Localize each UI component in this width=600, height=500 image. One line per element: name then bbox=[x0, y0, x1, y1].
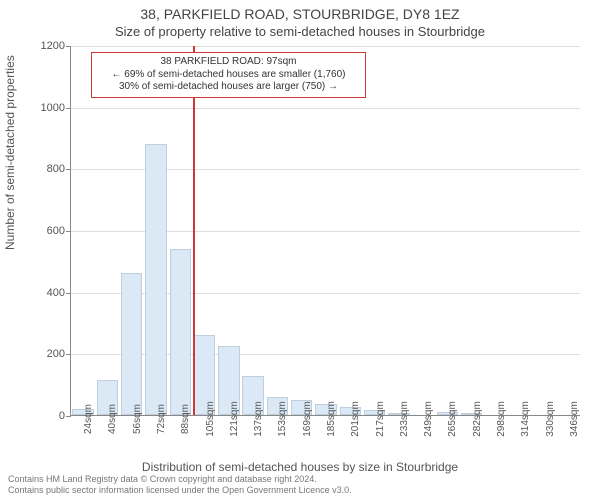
x-tick-label: 121sqm bbox=[229, 401, 240, 437]
y-tick-mark bbox=[66, 46, 71, 47]
chart-subtitle: Size of property relative to semi-detach… bbox=[0, 24, 600, 39]
x-tick-label: 314sqm bbox=[520, 401, 531, 437]
annotation-line: 38 PARKFIELD ROAD: 97sqm bbox=[96, 56, 361, 69]
y-axis-label: Number of semi-detached properties bbox=[3, 55, 17, 250]
histogram-bar bbox=[170, 249, 191, 416]
x-axis-label: Distribution of semi-detached houses by … bbox=[0, 460, 600, 474]
x-tick-label: 24sqm bbox=[83, 404, 94, 434]
x-tick-label: 330sqm bbox=[545, 401, 556, 437]
x-tick-label: 265sqm bbox=[447, 401, 458, 437]
x-tick-label: 249sqm bbox=[423, 401, 434, 437]
x-tick-label: 40sqm bbox=[107, 404, 118, 434]
x-tick-label: 88sqm bbox=[180, 404, 191, 434]
x-tick-label: 217sqm bbox=[375, 401, 386, 437]
chart-container: 38, PARKFIELD ROAD, STOURBRIDGE, DY8 1EZ… bbox=[0, 0, 600, 500]
y-tick-label: 400 bbox=[47, 287, 65, 299]
x-tick-label: 346sqm bbox=[569, 401, 580, 437]
y-tick-label: 600 bbox=[47, 225, 65, 237]
footer-attribution: Contains HM Land Registry data © Crown c… bbox=[8, 474, 352, 497]
histogram-bar bbox=[121, 273, 142, 415]
property-marker-line bbox=[193, 46, 195, 415]
y-tick-mark bbox=[66, 416, 71, 417]
x-tick-label: 233sqm bbox=[399, 401, 410, 437]
gridline bbox=[71, 108, 580, 109]
y-tick-mark bbox=[66, 169, 71, 170]
y-tick-label: 800 bbox=[47, 163, 65, 175]
x-tick-label: 105sqm bbox=[205, 401, 216, 437]
y-tick-mark bbox=[66, 354, 71, 355]
x-tick-label: 282sqm bbox=[472, 401, 483, 437]
y-tick-mark bbox=[66, 108, 71, 109]
y-tick-mark bbox=[66, 231, 71, 232]
x-tick-label: 56sqm bbox=[132, 404, 143, 434]
x-tick-label: 72sqm bbox=[156, 404, 167, 434]
y-tick-label: 1000 bbox=[41, 102, 65, 114]
gridline bbox=[71, 46, 580, 47]
footer-line-2: Contains public sector information licen… bbox=[8, 485, 352, 496]
x-tick-label: 137sqm bbox=[253, 401, 264, 437]
annotation-line: 30% of semi-detached houses are larger (… bbox=[96, 81, 361, 94]
histogram-bar bbox=[145, 144, 166, 415]
y-tick-label: 0 bbox=[59, 410, 65, 422]
x-tick-label: 169sqm bbox=[302, 401, 313, 437]
x-tick-label: 153sqm bbox=[277, 401, 288, 437]
plot-area: 02004006008001000120024sqm40sqm56sqm72sq… bbox=[70, 46, 580, 416]
footer-line-1: Contains HM Land Registry data © Crown c… bbox=[8, 474, 352, 485]
y-tick-label: 1200 bbox=[41, 40, 65, 52]
annotation-line: ← 69% of semi-detached houses are smalle… bbox=[96, 69, 361, 82]
x-tick-label: 298sqm bbox=[496, 401, 507, 437]
y-tick-mark bbox=[66, 293, 71, 294]
y-tick-label: 200 bbox=[47, 348, 65, 360]
chart-title: 38, PARKFIELD ROAD, STOURBRIDGE, DY8 1EZ bbox=[0, 6, 600, 22]
x-tick-label: 185sqm bbox=[326, 401, 337, 437]
x-tick-label: 201sqm bbox=[350, 401, 361, 437]
property-annotation: 38 PARKFIELD ROAD: 97sqm← 69% of semi-de… bbox=[91, 52, 366, 98]
